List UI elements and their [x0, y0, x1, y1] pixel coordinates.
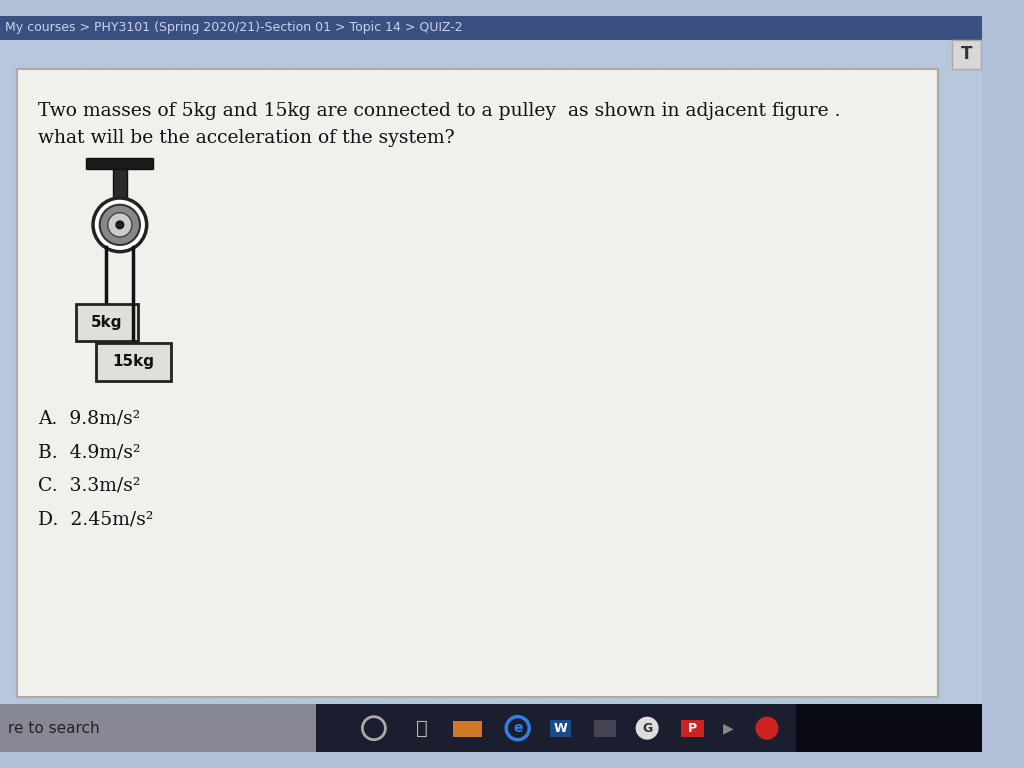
Text: ▶: ▶	[723, 721, 734, 735]
Text: A.  9.8m/s²: A. 9.8m/s²	[38, 410, 140, 428]
Circle shape	[756, 717, 778, 740]
Bar	[952, 40, 981, 68]
Circle shape	[116, 221, 124, 229]
Text: G: G	[642, 722, 652, 735]
Text: re to search: re to search	[7, 720, 99, 736]
Bar	[316, 704, 796, 752]
Text: 5kg: 5kg	[91, 315, 122, 330]
Bar	[113, 169, 127, 198]
Bar	[76, 304, 138, 341]
Bar	[550, 720, 571, 737]
Text: D.  2.45m/s²: D. 2.45m/s²	[38, 511, 154, 528]
Bar	[454, 721, 482, 737]
Text: 15kg: 15kg	[113, 355, 155, 369]
Text: W: W	[554, 722, 567, 735]
Circle shape	[99, 205, 140, 245]
Text: My courses > PHY3101 (Spring 2020/21)-Section 01 > Topic 14 > QUIZ-2: My courses > PHY3101 (Spring 2020/21)-Se…	[5, 21, 463, 34]
Bar	[0, 704, 982, 752]
Bar	[96, 343, 171, 381]
Text: what will be the acceleration of the system?: what will be the acceleration of the sys…	[38, 129, 455, 147]
Bar	[86, 157, 154, 169]
Bar	[594, 720, 615, 737]
Bar	[0, 16, 982, 40]
Bar	[17, 68, 938, 697]
Bar	[0, 704, 316, 752]
Circle shape	[93, 198, 146, 252]
Text: 目: 目	[416, 719, 428, 738]
Text: B.  4.9m/s²: B. 4.9m/s²	[38, 443, 140, 462]
Text: Two masses of 5kg and 15kg are connected to a pulley  as shown in adjacent figur: Two masses of 5kg and 15kg are connected…	[38, 102, 841, 120]
Text: C.  3.3m/s²: C. 3.3m/s²	[38, 477, 140, 495]
Text: T: T	[961, 45, 972, 63]
Text: e: e	[513, 721, 522, 735]
Bar	[796, 704, 982, 752]
Bar	[681, 720, 703, 737]
Circle shape	[108, 213, 132, 237]
Text: P: P	[688, 722, 696, 735]
Circle shape	[636, 717, 658, 740]
